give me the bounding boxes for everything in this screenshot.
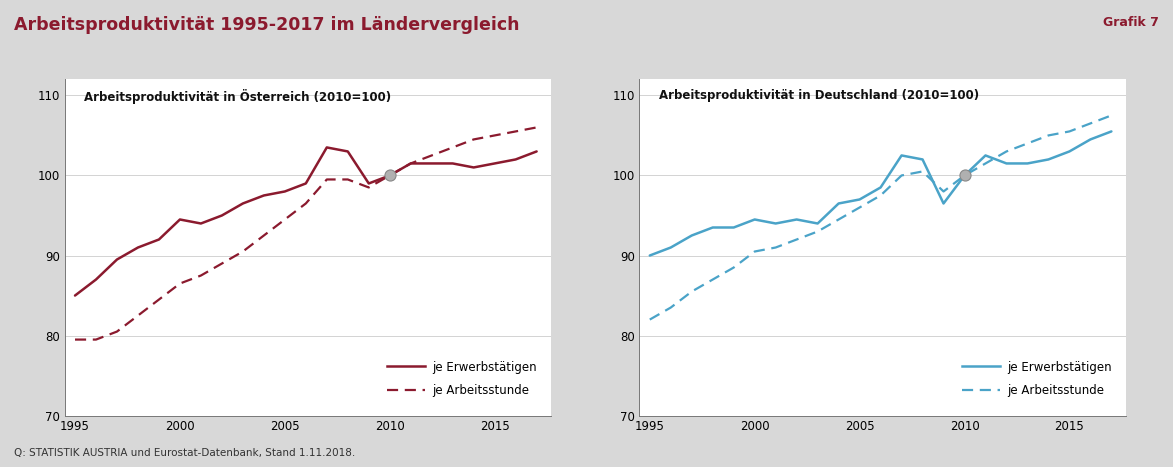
Text: Arbeitsproduktivität in Österreich (2010=100): Arbeitsproduktivität in Österreich (2010… xyxy=(84,90,391,105)
Text: Grafik 7: Grafik 7 xyxy=(1103,16,1159,29)
Legend: je Erwerbstätigen, je Arbeitsstunde: je Erwerbstätigen, je Arbeitsstunde xyxy=(382,356,542,402)
Text: Arbeitsproduktivität in Deutschland (2010=100): Arbeitsproduktivität in Deutschland (201… xyxy=(659,90,979,102)
Text: Arbeitsproduktivität 1995-2017 im Ländervergleich: Arbeitsproduktivität 1995-2017 im Länder… xyxy=(14,16,520,35)
Text: Q: STATISTIK AUSTRIA und Eurostat-Datenbank, Stand 1.11.2018.: Q: STATISTIK AUSTRIA und Eurostat-Datenb… xyxy=(14,448,355,458)
Legend: je Erwerbstätigen, je Arbeitsstunde: je Erwerbstätigen, je Arbeitsstunde xyxy=(957,356,1117,402)
